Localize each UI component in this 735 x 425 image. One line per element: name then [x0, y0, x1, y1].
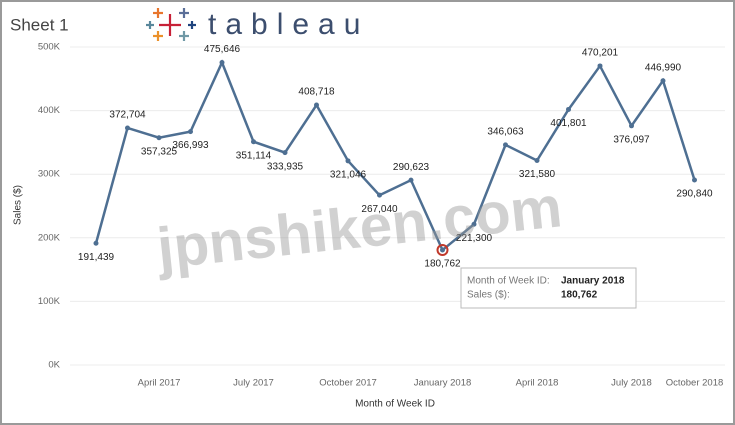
- y-tick-label: 400K: [38, 105, 61, 116]
- y-tick-label: 500K: [38, 42, 61, 53]
- point: [314, 102, 319, 108]
- value-label: 346,063: [487, 127, 524, 138]
- point: [629, 123, 634, 129]
- x-tick-label: April 2018: [516, 378, 559, 389]
- value-label: 290,623: [393, 162, 430, 173]
- tooltip-box: [460, 267, 637, 309]
- point: [219, 59, 225, 65]
- sheet-title: Sheet 1: [10, 15, 69, 34]
- point: [251, 139, 256, 145]
- y-tick-label: 0K: [48, 360, 60, 371]
- x-tick-label: April 2017: [138, 378, 181, 389]
- point: [377, 192, 382, 198]
- value-label: 267,040: [361, 204, 398, 215]
- x-tick-label: July 2018: [611, 378, 652, 389]
- value-label: 470,201: [582, 48, 619, 59]
- y-axis-title: Sales ($): [13, 185, 24, 225]
- point: [440, 247, 445, 253]
- value-label: 351,114: [236, 150, 272, 161]
- value-label: 191,439: [78, 252, 115, 263]
- point: [188, 129, 193, 135]
- point: [471, 221, 477, 227]
- point: [93, 240, 99, 246]
- x-tick-label: October 2018: [666, 378, 724, 389]
- value-label: 372,704: [109, 110, 146, 121]
- point: [125, 125, 130, 131]
- value-label: 376,097: [613, 134, 650, 145]
- point: [660, 78, 666, 84]
- value-label: 408,718: [298, 87, 335, 98]
- tooltip-value: 180,762: [561, 290, 598, 301]
- value-label: 333,935: [267, 161, 304, 172]
- value-label: 357,325: [141, 146, 178, 157]
- value-label: 475,646: [204, 44, 241, 55]
- tooltip: Month of Week ID: January 2018 Sales ($): 1…: [460, 267, 637, 309]
- hover-marker: [436, 244, 449, 257]
- point: [345, 158, 351, 164]
- x-tick-label: January 2018: [414, 378, 472, 389]
- tooltip-label: Sales ($):: [467, 290, 510, 301]
- value-label: 321,046: [330, 169, 367, 180]
- value-label: 180,762: [424, 259, 461, 270]
- value-label: 290,840: [676, 189, 713, 200]
- tooltip-value: January 2018: [561, 276, 625, 287]
- tooltip-label: Month of Week ID:: [467, 276, 550, 287]
- value-label: 321,580: [519, 169, 556, 180]
- x-axis-title: Month of Week ID: [355, 399, 435, 410]
- point: [692, 177, 697, 183]
- point: [408, 177, 414, 183]
- point: [282, 150, 288, 156]
- point: [156, 135, 162, 141]
- point: [566, 106, 571, 112]
- value-label: 446,990: [645, 62, 682, 73]
- point: [534, 157, 540, 163]
- value-label: 366,993: [172, 140, 209, 151]
- value-label: 401,801: [550, 118, 587, 129]
- y-tick-label: 100K: [38, 296, 61, 307]
- x-tick-label: October 2017: [319, 378, 377, 389]
- point: [503, 142, 508, 148]
- point: [597, 63, 603, 69]
- line: [94, 59, 696, 253]
- logo-text: tableau: [208, 8, 369, 41]
- y-tick-label: 300K: [38, 169, 61, 180]
- x-tick-label: July 2017: [233, 378, 274, 389]
- y-tick-label: 200K: [38, 232, 61, 243]
- tableau-logo: [146, 8, 196, 41]
- value-label: 221,300: [456, 233, 493, 244]
